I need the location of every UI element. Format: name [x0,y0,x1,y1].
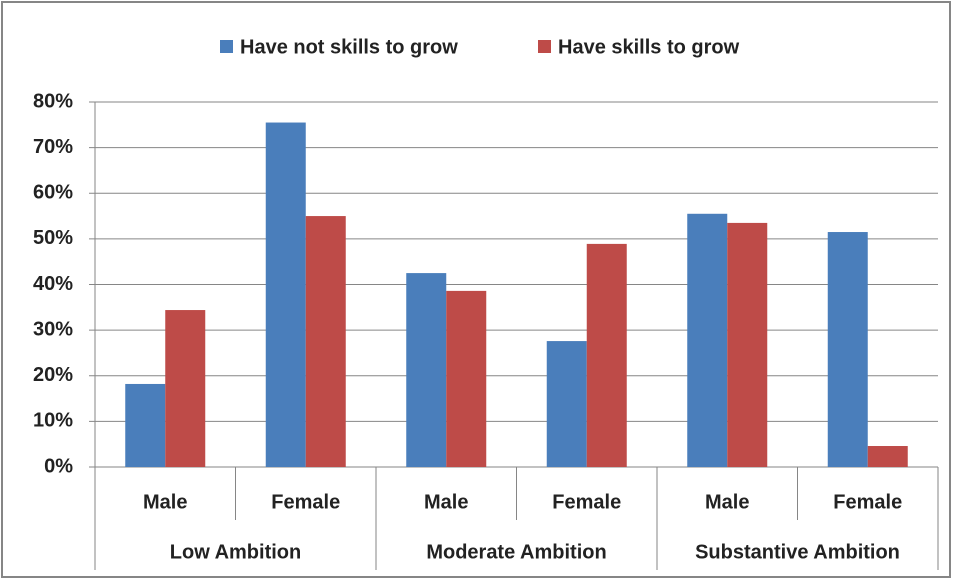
bar [586,243,627,467]
y-tick-label: 30% [33,318,73,340]
y-tick-label: 20% [33,364,73,386]
legend-swatch [220,40,233,53]
x-tick-label: Male [143,491,187,513]
y-tick-label: 40% [33,273,73,295]
y-tick-label: 70% [33,136,73,158]
x-tick-label: Female [552,491,621,513]
group-label: Low Ambition [170,541,301,563]
legend-swatch [538,40,551,53]
bar [305,216,346,467]
legend-label: Have skills to grow [558,36,740,58]
bar [727,222,768,467]
x-tick-label: Female [271,491,340,513]
group-label: Moderate Ambition [426,541,606,563]
x-tick-label: Female [833,491,902,513]
y-tick-label: 10% [33,410,73,432]
bar [265,122,306,467]
bar [827,232,868,467]
bar [406,273,447,467]
x-tick-label: Male [705,491,749,513]
y-tick-label: 60% [33,182,73,204]
bar [546,341,587,467]
x-tick-label: Male [424,491,468,513]
group-label: Substantive Ambition [695,541,900,563]
y-tick-label: 0% [44,455,73,477]
bar [125,383,166,467]
bar [165,310,206,467]
bar [687,213,728,467]
y-tick-label: 50% [33,227,73,249]
y-tick-label: 80% [33,90,73,112]
bar [867,446,908,467]
bar [446,290,487,467]
legend-label: Have not skills to grow [240,36,458,58]
